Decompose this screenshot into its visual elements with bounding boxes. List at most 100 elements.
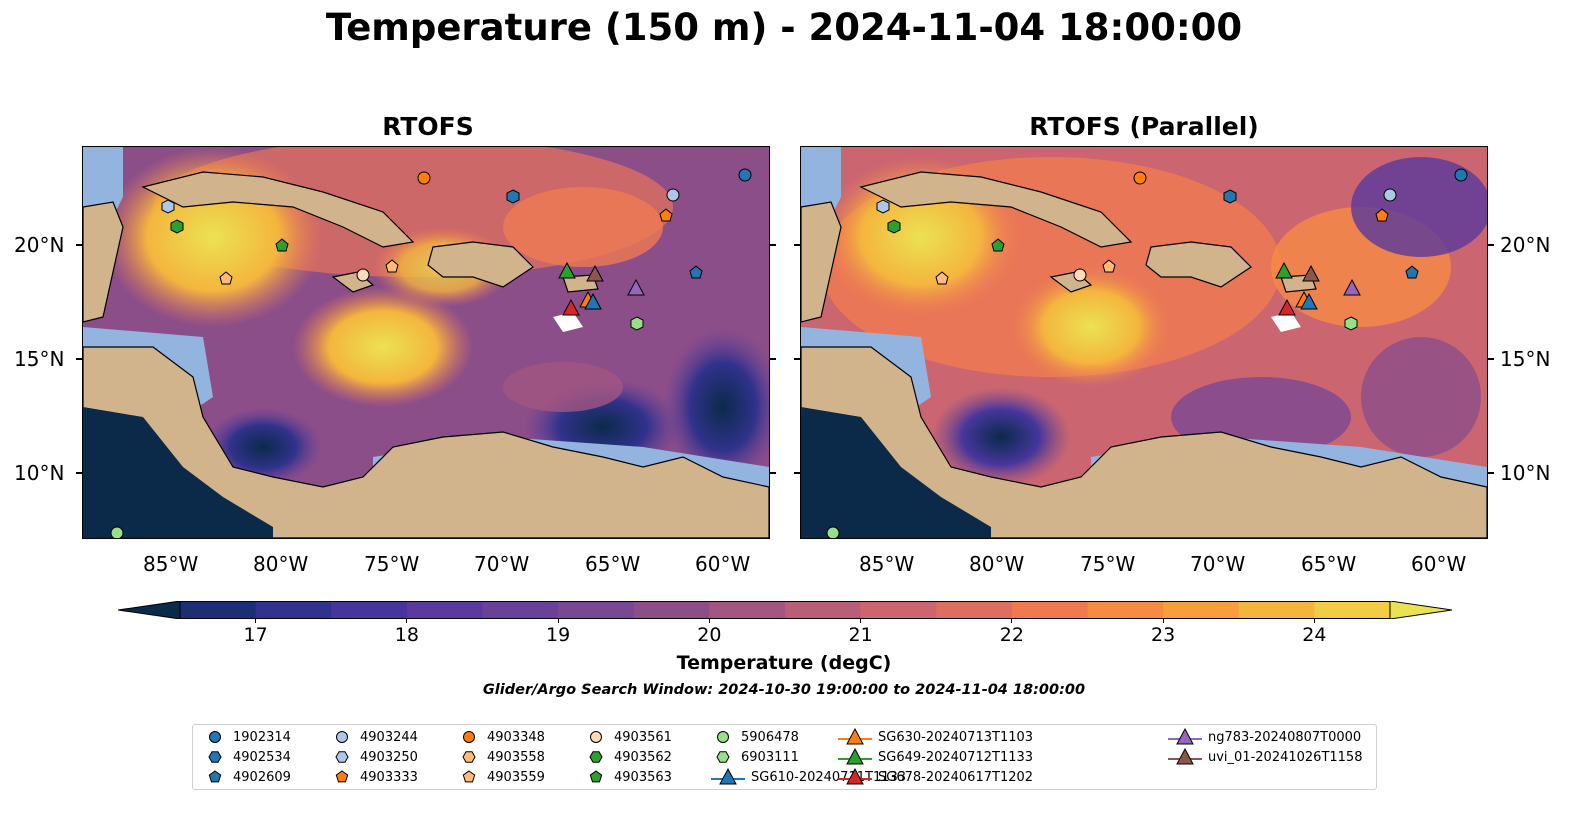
lon-label-85w-left: 85°W bbox=[143, 552, 199, 576]
lat-tick bbox=[1488, 472, 1494, 474]
colorbar-tick bbox=[1162, 619, 1164, 623]
temperature-map-rtofs-parallel bbox=[801, 147, 1487, 538]
lon-label-85w-right: 85°W bbox=[859, 552, 915, 576]
legend-entry-label: SG610-20240711T1133 bbox=[751, 769, 907, 785]
lat-label-15n-right: 15°N bbox=[1500, 347, 1551, 371]
legend-entry-label: SG678-20240617T1202 bbox=[878, 769, 1034, 785]
legend-entry: 4903250 bbox=[330, 747, 418, 767]
legend-pentagon-icon bbox=[589, 770, 603, 783]
temperature-map-rtofs bbox=[83, 147, 769, 538]
legend-entry-label: 4903348 bbox=[487, 729, 545, 745]
colorbar-segment bbox=[482, 601, 559, 619]
lat-tick bbox=[76, 244, 82, 246]
legend-circle-icon bbox=[209, 731, 221, 743]
legend-entry: 4903348 bbox=[457, 727, 545, 747]
legend-pentagon-icon bbox=[335, 770, 349, 783]
map-panel-rtofs[interactable] bbox=[82, 146, 770, 539]
lat-tick bbox=[794, 472, 800, 474]
legend-entry-label: 5906478 bbox=[741, 729, 799, 745]
legend-entry: ng783-20240807T0000 bbox=[1168, 727, 1361, 747]
legend-entry: 1902314 bbox=[203, 727, 291, 747]
legend-entry: 4903333 bbox=[330, 767, 418, 787]
legend-hexagon-icon bbox=[208, 751, 222, 763]
legend-entry-label: 4902534 bbox=[233, 749, 291, 765]
colorbar-tick-label: 17 bbox=[243, 624, 268, 646]
colorbar-extend-min bbox=[118, 601, 181, 619]
legend-circle-icon bbox=[590, 731, 602, 743]
legend-entry-label: 4903562 bbox=[614, 749, 672, 765]
lon-label-80w-left: 80°W bbox=[253, 552, 309, 576]
colorbar-extend-max bbox=[1389, 601, 1452, 619]
colorbar-segment bbox=[1314, 601, 1391, 619]
legend-entry-label: SG630-20240713T1103 bbox=[878, 729, 1034, 745]
legend-entry: SG610-20240711T1133 bbox=[711, 767, 906, 787]
lat-tick bbox=[794, 358, 800, 360]
lon-label-60w-right: 60°W bbox=[1411, 552, 1467, 576]
legend-entry-label: SG649-20240712T1133 bbox=[878, 749, 1034, 765]
lat-tick bbox=[76, 358, 82, 360]
colorbar-segment bbox=[180, 601, 257, 619]
colorbar-tick-label: 24 bbox=[1302, 624, 1327, 646]
legend-entry: SG630-20240713T1103 bbox=[838, 727, 1033, 747]
legend-hexagon-icon bbox=[716, 751, 730, 763]
colorbar-segment bbox=[936, 601, 1013, 619]
colorbar-outline bbox=[179, 601, 1391, 619]
legend-hexagon-icon bbox=[589, 751, 603, 763]
colorbar-tick bbox=[406, 619, 408, 623]
lon-label-70w-right: 70°W bbox=[1190, 552, 1246, 576]
legend-entry: 6903111 bbox=[711, 747, 799, 767]
colorbar-tick bbox=[1011, 619, 1013, 623]
lon-label-75w-left: 75°W bbox=[364, 552, 420, 576]
lon-label-80w-right: 80°W bbox=[969, 552, 1025, 576]
figure-title: Temperature (150 m) - 2024-11-04 18:00:0… bbox=[325, 6, 1243, 49]
legend-entry-label: 6903111 bbox=[741, 749, 799, 765]
legend-triangle-line-icon bbox=[838, 748, 872, 765]
legend-hexagon-icon bbox=[462, 751, 476, 763]
legend-triangle-line-icon bbox=[1168, 728, 1202, 745]
lat-label-10n-right: 10°N bbox=[1500, 461, 1551, 485]
legend-pentagon-icon bbox=[208, 770, 222, 783]
legend-entry: 4903561 bbox=[584, 727, 672, 747]
legend-entry: 4903244 bbox=[330, 727, 418, 747]
legend-circle-icon bbox=[717, 731, 729, 743]
colorbar-segment bbox=[860, 601, 937, 619]
colorbar-segment bbox=[406, 601, 483, 619]
legend-entry-label: 4902609 bbox=[233, 769, 291, 785]
colorbar-segment bbox=[255, 601, 332, 619]
colorbar-segment bbox=[1087, 601, 1164, 619]
lon-label-60w-left: 60°W bbox=[695, 552, 751, 576]
lat-label-15n-left: 15°N bbox=[14, 347, 65, 371]
map-panel-rtofs-parallel[interactable] bbox=[800, 146, 1488, 539]
legend-entry: 5906478 bbox=[711, 727, 799, 747]
legend-triangle-line-icon bbox=[838, 728, 872, 745]
legend-circle-icon bbox=[336, 731, 348, 743]
legend-entry: 4903563 bbox=[584, 767, 672, 787]
legend-circle-icon bbox=[463, 731, 475, 743]
lat-tick bbox=[794, 244, 800, 246]
lat-tick bbox=[770, 244, 776, 246]
lon-label-75w-right: 75°W bbox=[1080, 552, 1136, 576]
colorbar-tick bbox=[860, 619, 862, 623]
panel-title-rtofs: RTOFS bbox=[382, 112, 474, 141]
legend-entry: 4903558 bbox=[457, 747, 545, 767]
colorbar-segment bbox=[785, 601, 862, 619]
legend-entry: 4902534 bbox=[203, 747, 291, 767]
legend-entry: SG649-20240712T1133 bbox=[838, 747, 1033, 767]
legend-entry: 4903562 bbox=[584, 747, 672, 767]
lon-label-70w-left: 70°W bbox=[474, 552, 530, 576]
colorbar bbox=[118, 601, 1452, 619]
legend-entry-label: 1902314 bbox=[233, 729, 291, 745]
colorbar-tick-label: 23 bbox=[1151, 624, 1176, 646]
legend-entry: 4902609 bbox=[203, 767, 291, 787]
colorbar-tick bbox=[708, 619, 710, 623]
colorbar-segment bbox=[1238, 601, 1315, 619]
legend-entry-label: 4903559 bbox=[487, 769, 545, 785]
legend-entry-label: ng783-20240807T0000 bbox=[1208, 729, 1362, 745]
colorbar-tick-label: 20 bbox=[697, 624, 722, 646]
legend-entry-label: 4903563 bbox=[614, 769, 672, 785]
lat-tick bbox=[770, 472, 776, 474]
colorbar-tick-label: 21 bbox=[848, 624, 873, 646]
legend-triangle-line-icon bbox=[711, 768, 745, 785]
legend-triangle-line-icon bbox=[838, 768, 872, 785]
legend-triangle-line-icon bbox=[1168, 748, 1202, 765]
